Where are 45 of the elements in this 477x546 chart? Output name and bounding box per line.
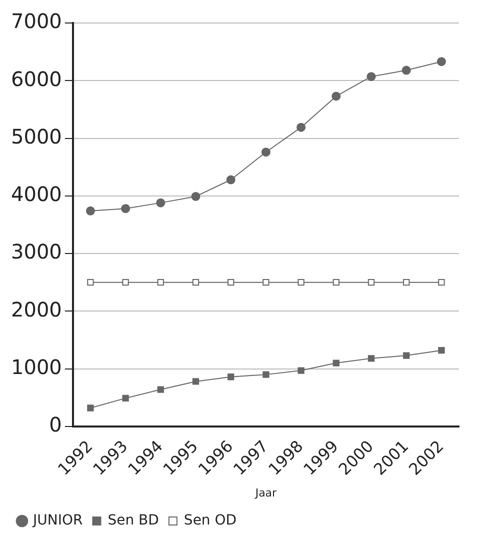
point [436, 57, 446, 66]
point [261, 148, 270, 157]
point [192, 279, 200, 286]
y-tick-label: 6000 [10, 66, 62, 91]
y-tick-label: 1000 [10, 355, 62, 379]
point [87, 279, 94, 286]
point [87, 404, 94, 412]
point [191, 192, 200, 201]
point [262, 279, 270, 286]
point [403, 352, 410, 359]
point [368, 355, 375, 362]
point [438, 347, 445, 354]
legend-label: Sen BD [108, 512, 159, 529]
point [262, 371, 270, 378]
y-tick-label: 7000 [10, 9, 62, 34]
point [298, 279, 304, 286]
x-axis-title: Jaar [254, 486, 278, 500]
y-tick-label: 5000 [10, 124, 62, 148]
y-tick-label: 3000 [10, 240, 62, 264]
point [228, 279, 234, 286]
y-tick-label: 0 [49, 412, 62, 437]
point [332, 92, 341, 101]
point [403, 279, 410, 286]
point [121, 204, 130, 214]
point [296, 122, 306, 132]
y-tick-label: 2000 [10, 297, 62, 322]
point [156, 198, 166, 208]
point [402, 66, 411, 75]
point [228, 374, 234, 380]
point [368, 279, 375, 286]
point [122, 394, 129, 402]
legend-label: JUNIOR [32, 512, 83, 529]
y-tick-label: 4000 [10, 182, 62, 206]
legend-label: Sen OD [184, 512, 237, 529]
point [157, 279, 164, 286]
point [157, 386, 164, 393]
point [298, 367, 304, 374]
point [122, 279, 129, 286]
point [192, 378, 200, 385]
point [332, 279, 340, 286]
point [226, 175, 236, 184]
point [366, 72, 376, 82]
point [438, 279, 445, 286]
point [86, 206, 95, 216]
point [332, 360, 340, 366]
